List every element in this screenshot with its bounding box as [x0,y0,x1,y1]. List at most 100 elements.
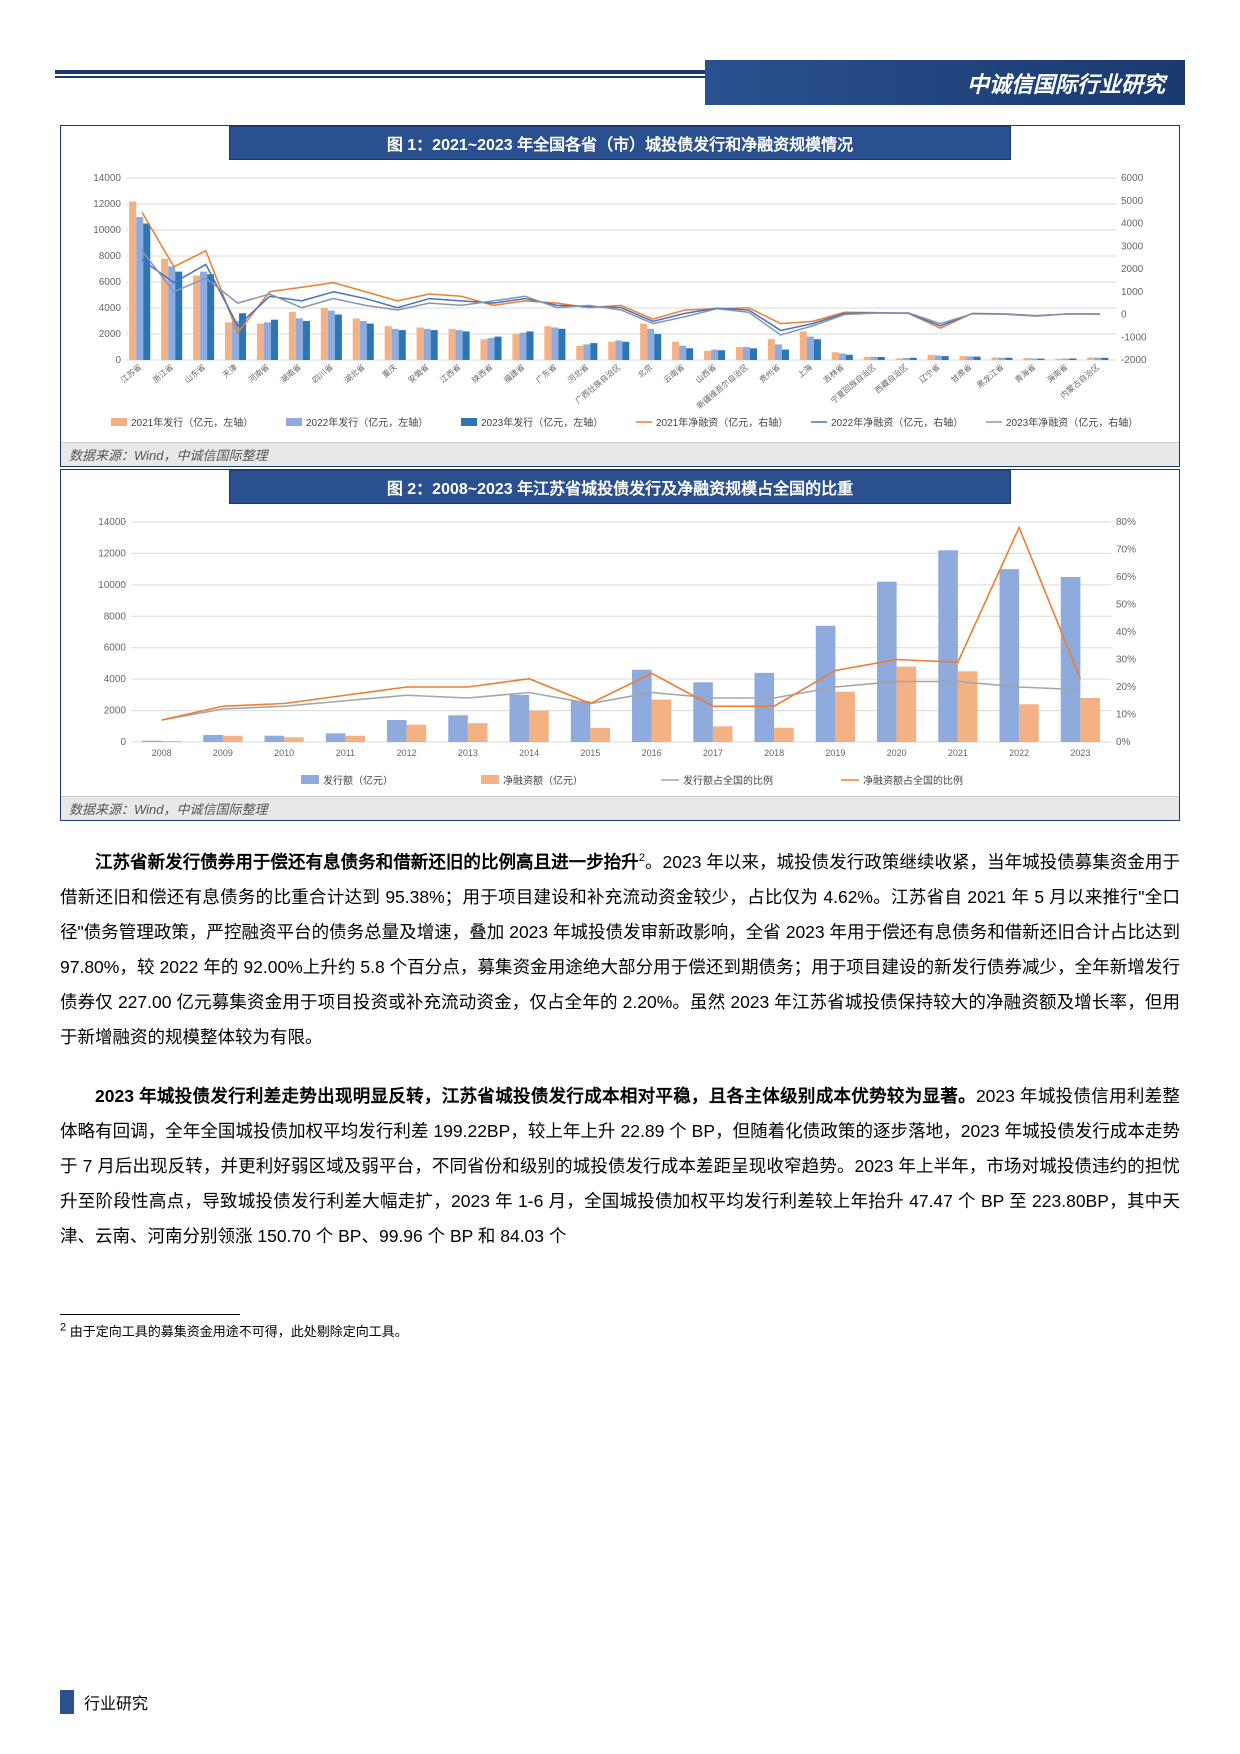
svg-text:2011: 2011 [336,748,355,758]
p2-bold: 2023 年城投债发行利差走势出现明显反转，江苏省城投债发行成本相对平稳，且各主… [95,1086,976,1106]
svg-text:北京: 北京 [636,362,655,380]
svg-text:吉林省: 吉林省 [821,362,846,385]
svg-text:新疆维吾尔自治区: 新疆维吾尔自治区 [695,362,750,411]
footer: 行业研究 [60,1690,148,1714]
p2-rest: 2023 年城投债信用利差整体略有回调，全年全国城投债加权平均发行利差 199.… [60,1086,1180,1246]
svg-text:2021年发行（亿元，左轴）: 2021年发行（亿元，左轴） [131,416,253,429]
svg-text:2010: 2010 [274,748,294,758]
paragraph-1: 江苏省新发行债券用于偿还有息债务和借新还旧的比例高且进一步抬升2。2023 年以… [60,845,1180,1055]
footnote: 2 由于定向工具的募集资金用途不可得，此处剔除定向工具。 [60,1321,1180,1340]
svg-text:青海省: 青海省 [1013,362,1038,385]
svg-text:50%: 50% [1116,600,1136,611]
svg-text:辽宁省: 辽宁省 [917,362,942,385]
svg-text:0: 0 [115,355,121,366]
svg-text:湖北省: 湖北省 [342,362,367,385]
svg-text:湖南省: 湖南省 [278,362,303,385]
svg-text:2008: 2008 [152,748,172,758]
svg-text:20%: 20% [1116,682,1136,693]
svg-text:40%: 40% [1116,627,1136,638]
svg-text:4000: 4000 [104,674,127,685]
svg-text:4000: 4000 [99,303,122,314]
svg-text:陕西省: 陕西省 [470,362,495,385]
svg-text:2023年发行（亿元，左轴）: 2023年发行（亿元，左轴） [481,416,603,429]
svg-text:云南省: 云南省 [661,362,686,385]
svg-text:发行额占全国的比例: 发行额占全国的比例 [683,774,773,787]
svg-text:上海: 上海 [795,362,814,380]
footnote-text: 由于定向工具的募集资金用途不可得，此处剔除定向工具。 [66,1324,408,1339]
svg-text:0: 0 [1121,310,1127,321]
svg-text:广东省: 广东省 [534,362,559,385]
svg-text:2023年净融资（亿元，右轴）: 2023年净融资（亿元，右轴） [1006,416,1138,429]
header-banner: 中诚信国际行业研究 [705,60,1185,105]
svg-text:2021: 2021 [948,748,968,758]
svg-text:6000: 6000 [104,643,127,654]
svg-text:3000: 3000 [1121,241,1144,252]
svg-text:重庆: 重庆 [380,362,399,380]
chart1-svg: 02000400060008000100001200014000-2000-10… [81,168,1161,438]
footer-block-icon [60,1690,74,1714]
svg-text:净融资额（亿元）: 净融资额（亿元） [503,774,583,787]
svg-text:黑龙江省: 黑龙江省 [975,362,1006,390]
svg-text:8000: 8000 [99,251,122,262]
svg-text:2015: 2015 [580,748,600,758]
svg-text:江西省: 江西省 [438,362,463,385]
svg-text:60%: 60% [1116,572,1136,583]
svg-text:2019: 2019 [825,748,845,758]
svg-text:2018: 2018 [764,748,784,758]
svg-text:2020: 2020 [887,748,907,758]
svg-text:2023: 2023 [1070,748,1090,758]
svg-text:14000: 14000 [93,173,121,184]
svg-text:0: 0 [120,737,126,748]
header-title: 中诚信国际行业研究 [967,67,1165,99]
svg-text:河北省: 河北省 [566,362,591,385]
svg-text:2000: 2000 [104,706,127,717]
chart2-svg: 0 2000 4000 6000 8000 10000 12000 14000 0% 10% 20%… [81,512,1161,792]
svg-text:0%: 0% [1116,737,1131,748]
svg-text:2000: 2000 [1121,264,1144,275]
footer-label: 行业研究 [84,1690,148,1714]
svg-text:2022年发行（亿元，左轴）: 2022年发行（亿元，左轴） [306,416,428,429]
svg-text:-1000: -1000 [1121,332,1147,343]
svg-text:70%: 70% [1116,545,1136,556]
svg-text:海南省: 海南省 [1045,362,1070,385]
svg-text:河南省: 河南省 [246,362,271,385]
svg-text:30%: 30% [1116,655,1136,666]
svg-text:5000: 5000 [1121,196,1144,207]
svg-text:甘肃省: 甘肃省 [949,362,974,385]
svg-text:2009: 2009 [213,748,233,758]
svg-text:2022年净融资（亿元，右轴）: 2022年净融资（亿元，右轴） [831,416,963,429]
svg-text:浙江省: 浙江省 [150,362,175,385]
chart2-source: 数据来源：Wind，中诚信国际整理 [61,796,1179,820]
svg-text:山东省: 山东省 [182,362,207,385]
svg-text:2021年净融资（亿元，右轴）: 2021年净融资（亿元，右轴） [656,416,788,429]
svg-text:发行额（亿元）: 发行额（亿元） [323,774,393,787]
chart1-title: 图 1：2021~2023 年全国各省（市）城投债发行和净融资规模情况 [229,126,1012,160]
footnote-separator [60,1314,240,1315]
svg-text:2000: 2000 [99,329,122,340]
svg-text:12000: 12000 [98,548,126,559]
p1-bold: 江苏省新发行债券用于偿还有息债务和借新还旧的比例高且进一步抬升 [95,852,639,872]
chart2-title: 图 2：2008~2023 年江苏省城投债发行及净融资规模占全国的比重 [229,470,1012,504]
svg-text:2022: 2022 [1009,748,1029,758]
svg-text:2012: 2012 [397,748,417,758]
svg-text:10%: 10% [1116,710,1136,721]
svg-text:12000: 12000 [93,199,121,210]
svg-text:2017: 2017 [703,748,723,758]
svg-text:8000: 8000 [104,611,127,622]
chart2-container: 图 2：2008~2023 年江苏省城投债发行及净融资规模占全国的比重 0 200… [60,469,1180,821]
svg-text:10000: 10000 [98,580,126,591]
svg-text:80%: 80% [1116,517,1136,528]
svg-text:安徽省: 安徽省 [406,362,431,385]
chart1-source: 数据来源：Wind，中诚信国际整理 [61,442,1179,466]
svg-text:2016: 2016 [642,748,662,758]
svg-text:1000: 1000 [1121,287,1144,298]
p1-rest: 。2023 年以来，城投债发行政策继续收紧，当年城投债募集资金用于借新还旧和偿还… [60,852,1180,1047]
svg-text:净融资额占全国的比例: 净融资额占全国的比例 [863,774,963,787]
svg-text:-2000: -2000 [1121,355,1147,366]
svg-text:天津: 天津 [220,362,239,380]
svg-text:14000: 14000 [98,517,126,528]
svg-text:2014: 2014 [519,748,539,758]
svg-text:4000: 4000 [1121,219,1144,230]
svg-text:江苏省: 江苏省 [118,362,143,385]
svg-text:贵州省: 贵州省 [757,362,782,385]
